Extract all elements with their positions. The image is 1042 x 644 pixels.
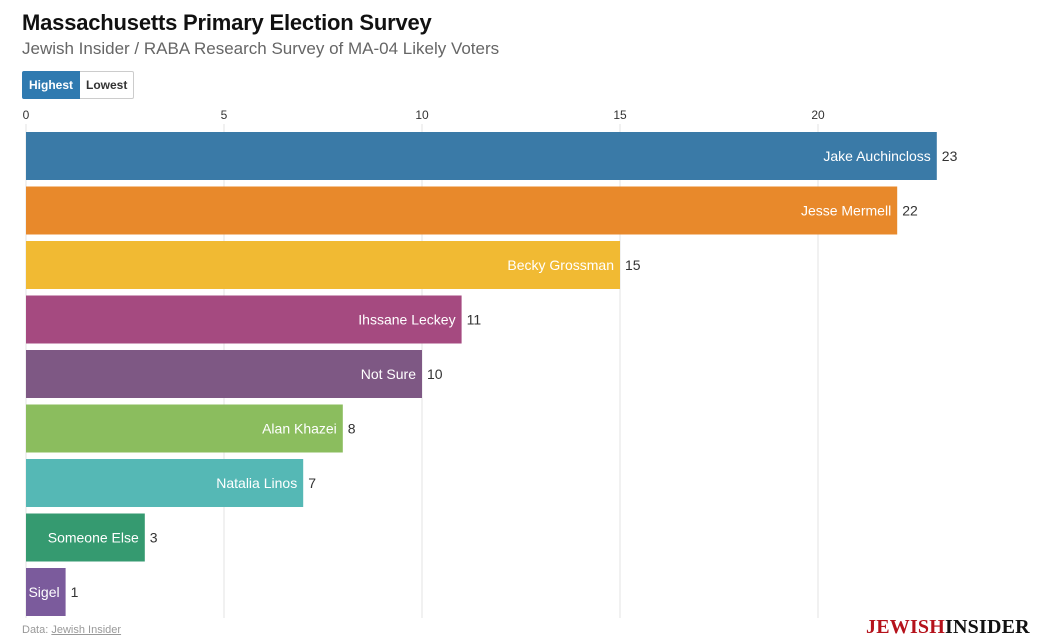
x-tick-label: 15 [613,108,627,122]
bar-category-label: Alan Khazei [262,421,337,437]
bar-value-label: 23 [942,148,958,164]
bar [26,459,304,507]
bar [26,568,66,616]
x-tick-label: 0 [23,108,30,122]
bar-category-label: Jesse Mermell [801,203,891,219]
footer-source: Data: Jewish Insider [22,624,121,636]
bar [26,513,145,562]
bar [26,350,422,398]
bar-category-label: Natalia Linos [216,475,297,491]
bar-value-label: 10 [427,366,443,382]
bar-layer: Jake Auchincloss 23 Jesse Mermell 22 Becky G… [26,132,958,616]
highest-button[interactable]: Highest [22,71,81,99]
bar [26,295,462,344]
x-tick-label: 5 [221,108,228,122]
x-tick-label: 20 [811,108,825,122]
chart-title: Massachusetts Primary Election Survey [22,10,432,35]
bar-category-label: Becky Grossman [507,257,614,273]
x-tick-label: 10 [415,108,429,122]
bar-category-label: Not Sure [361,366,416,382]
bar-value-label: 7 [308,475,316,491]
source-label: Data: [22,624,52,636]
bar-value-label: 1 [71,584,79,600]
bar-value-label: 8 [348,421,356,437]
bar [26,132,937,180]
chart-subtitle: Jewish Insider / RABA Research Survey of… [22,39,500,58]
bar-category-label: Someone Else [48,530,139,546]
logo-part-2: Insider [945,616,1030,638]
bar-category-label: Sigel [28,584,59,600]
source-link[interactable]: Jewish Insider [51,624,122,636]
sort-toggle: Highest Lowest [22,71,135,99]
bar [26,241,620,289]
logo-part-1: Jewish [866,616,946,638]
bar-category-label: Jake Auchincloss [823,148,930,164]
bar-value-label: 11 [467,312,482,328]
bar [26,186,898,235]
tick-layer: 0 5 10 15 20 [23,108,825,122]
bar-value-label: 3 [150,530,158,546]
bar [26,404,343,453]
bar-value-label: 22 [902,203,918,219]
bar-category-label: Ihssane Leckey [358,312,455,328]
lowest-button[interactable]: Lowest [80,71,135,99]
bar-value-label: 15 [625,257,641,273]
